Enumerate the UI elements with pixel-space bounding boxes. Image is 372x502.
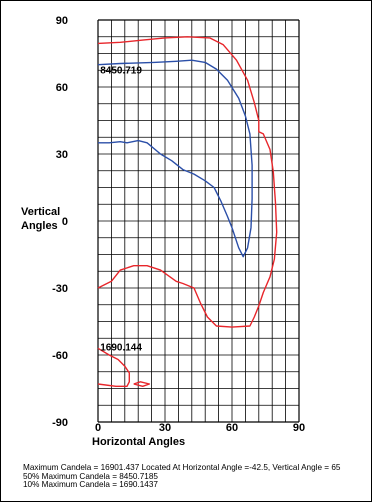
x-tick-label: 30 bbox=[159, 422, 171, 434]
y-axis-title-line-1: Vertical bbox=[21, 206, 60, 218]
y-tick-label: -90 bbox=[52, 417, 68, 429]
contour-line bbox=[97, 347, 130, 387]
x-tick-label: 90 bbox=[293, 422, 305, 434]
candela-summary: Maximum Candela = 16901.437 Located At H… bbox=[23, 463, 341, 490]
x-tick-label: 60 bbox=[226, 422, 238, 434]
y-tick-label: 90 bbox=[56, 15, 68, 27]
contour-line bbox=[133, 381, 151, 387]
grid bbox=[97, 19, 300, 423]
ten-percent-line: 10% Maximum Candela = 1690.1437 bbox=[23, 480, 158, 490]
contour-line bbox=[97, 36, 278, 328]
y-axis-title-line-2: Angles bbox=[21, 220, 58, 232]
fifty-percent-line: 50% Maximum Candela = 8450.7185 bbox=[23, 471, 158, 481]
contour-curves bbox=[97, 36, 278, 387]
tick-labels: 0 30 60 90 90 60 30 0 -30 -60 -90 bbox=[52, 15, 305, 434]
contour-line bbox=[97, 59, 253, 258]
contour-value-label: 8450.719 bbox=[100, 66, 142, 77]
y-tick-label: 60 bbox=[56, 82, 68, 94]
y-tick-label: 0 bbox=[62, 216, 68, 228]
y-tick-label: -30 bbox=[52, 283, 68, 295]
candela-contour-chart: 0 30 60 90 90 60 30 0 -30 -60 -90 8450.719 1690.144… bbox=[21, 15, 305, 448]
x-tick-label: 0 bbox=[95, 422, 101, 434]
contour-value-label: 1690.144 bbox=[100, 343, 142, 354]
x-axis-title: Horizontal Angles bbox=[92, 436, 185, 448]
y-tick-label: -60 bbox=[52, 350, 68, 362]
max-candela-line: Maximum Candela = 16901.437 Located At H… bbox=[23, 463, 341, 472]
contour-labels: 8450.719 1690.144 bbox=[100, 66, 142, 354]
y-tick-label: 30 bbox=[56, 149, 68, 161]
